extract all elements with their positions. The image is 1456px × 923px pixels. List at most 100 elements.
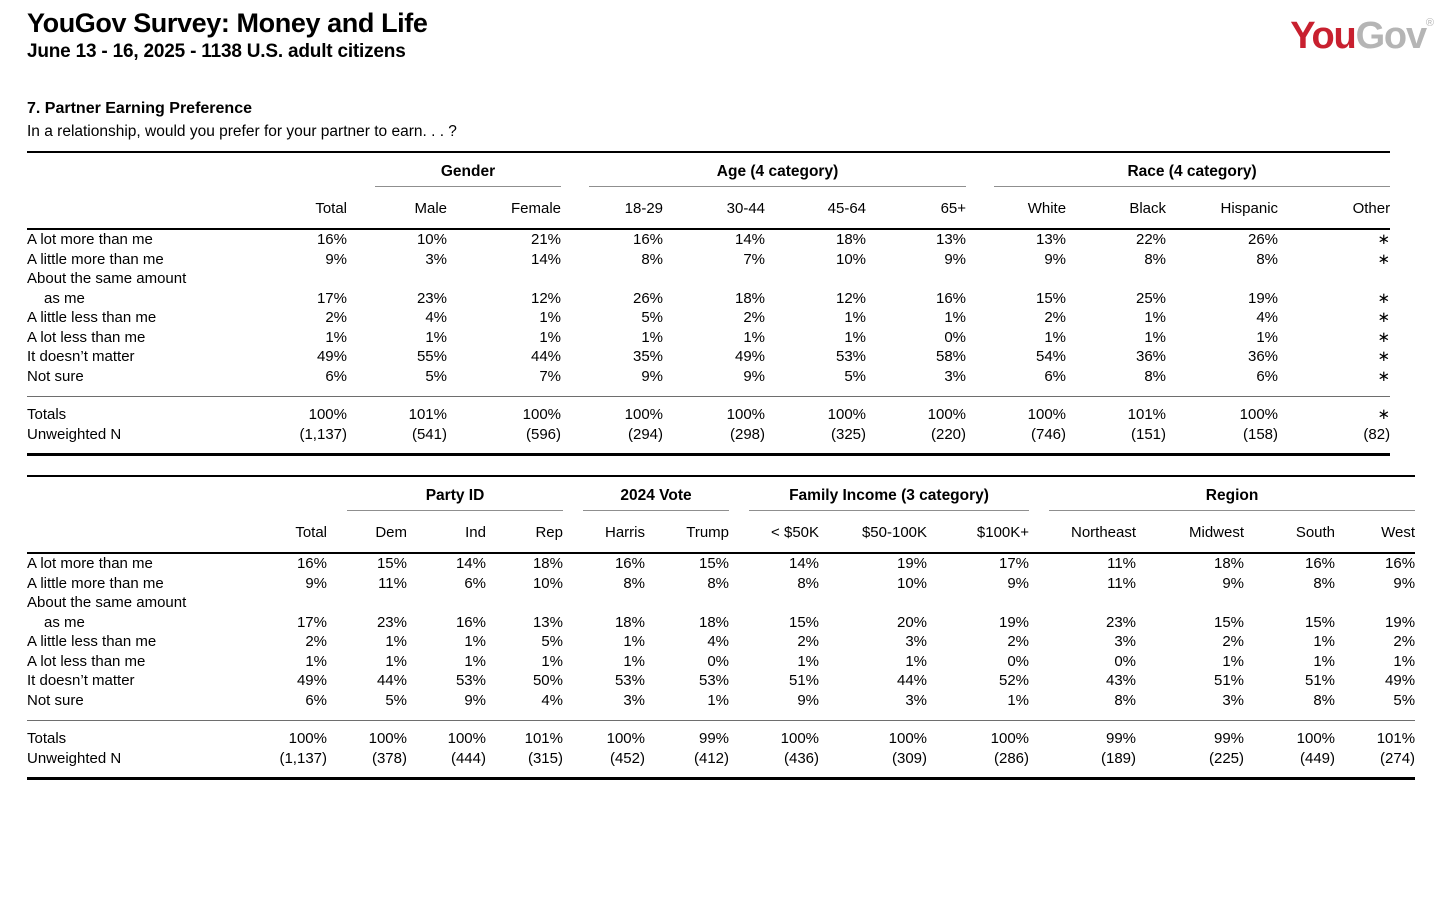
value-cell: 99% [645, 720, 730, 749]
row-label: A lot more than me [27, 231, 153, 248]
value-cell: 4% [425, 309, 447, 326]
column-gap [563, 671, 583, 691]
value-cell: 2% [743, 309, 766, 326]
value-cell: 100% [589, 396, 664, 425]
value-cell: 3% [905, 633, 928, 650]
value-cell: 9% [944, 250, 967, 268]
value-cell: 3% [905, 691, 928, 709]
value-cell: 9% [797, 691, 820, 709]
column-gap [327, 720, 347, 749]
column-header: Total [237, 186, 347, 230]
value-cell: 16% [614, 555, 645, 572]
value-cell: 21% [530, 231, 562, 248]
value-cell: 58% [936, 348, 967, 365]
column-gap [327, 749, 347, 779]
corner-cell [27, 152, 237, 187]
value-cell: 99% [1136, 720, 1245, 749]
value-cell: 16% [1385, 555, 1416, 572]
value-cell: 14% [530, 250, 562, 268]
question-block: 7. Partner Earning Preference In a relat… [27, 98, 1456, 142]
value-cell: 99% [1049, 720, 1137, 749]
value-cell: 10% [896, 574, 928, 592]
value-cell: 19% [896, 555, 928, 572]
column-gap [561, 347, 589, 367]
value-cell: 2% [797, 633, 820, 650]
column-gap [1029, 632, 1049, 652]
column-gap [1029, 671, 1049, 691]
value-cell: 49% [1385, 672, 1416, 689]
column-gap [966, 347, 994, 367]
value-cell: 100% [927, 720, 1030, 749]
column-gap [561, 186, 590, 230]
value-cell: 1% [623, 633, 645, 650]
group-header: Age (4 category) [589, 152, 967, 187]
table-row: It doesn’t matter 49% 55% 44% 35% 49% 53% 58% 54… [27, 347, 1390, 367]
column-gap [327, 632, 347, 652]
row-label: A lot less than me [27, 652, 146, 670]
column-gap [966, 152, 994, 187]
value-cell: 15% [376, 555, 407, 572]
value-cell: 1% [305, 652, 327, 670]
value-cell: 1% [1256, 328, 1279, 346]
value-cell: 2% [305, 633, 327, 650]
crosstab-demographics-container: Gender Age (4 category) Race (4 category) T… [27, 151, 1456, 456]
column-gap [327, 553, 347, 574]
column-header: Other [1278, 186, 1391, 230]
value-cell: 100% [1244, 720, 1336, 749]
document-header: YouGov Survey: Money and Life June 13 - … [27, 8, 1456, 63]
column-gap [327, 691, 347, 721]
value-cell: 53% [835, 348, 867, 365]
value-cell: 8% [1313, 691, 1336, 709]
value-cell: 5% [844, 367, 867, 385]
value-cell: 16% [296, 555, 327, 572]
corner-cell [27, 510, 237, 554]
value-cell: 1% [743, 328, 766, 346]
column-gap [966, 425, 994, 455]
column-gap [563, 553, 583, 574]
value-cell: ∗ [1377, 309, 1391, 326]
column-gap [561, 250, 589, 270]
registered-trademark-icon: ® [1425, 17, 1434, 29]
value-cell: 15% [698, 555, 730, 572]
column-gap [966, 250, 994, 270]
value-cell: 8% [623, 574, 645, 592]
column-gap [561, 425, 589, 455]
value-cell: 6% [325, 367, 347, 385]
value-cell: 1% [1044, 328, 1067, 346]
value-cell: 19% [1385, 613, 1416, 631]
value-cell: 100% [866, 396, 967, 425]
value-cell: 1% [1222, 652, 1245, 670]
crosstab-table-politics: Party ID 2024 Vote Family Income (3 catego… [27, 475, 1416, 780]
value-cell: 53% [455, 672, 486, 689]
column-gap [327, 652, 347, 672]
column-gap [347, 186, 375, 230]
value-cell: 101% [375, 396, 447, 425]
table-row: A lot more than me 16% 10% 21% 16% 14% 18% 13% 1… [27, 229, 1390, 250]
column-gap [1029, 574, 1049, 594]
value-cell: (315) [527, 749, 563, 767]
column-header: Ind [407, 510, 486, 554]
value-cell: 44% [530, 348, 562, 365]
value-cell: 2% [1222, 633, 1245, 650]
value-cell: 25% [1136, 289, 1167, 307]
column-gap [561, 367, 589, 397]
value-cell: 1% [539, 309, 562, 326]
value-cell: (436) [783, 749, 820, 767]
value-cell: (298) [729, 425, 766, 443]
value-cell: 2% [1044, 309, 1067, 326]
group-header: Region [1049, 476, 1416, 511]
table-row: A little more than me 9% 11% 6% 10% 8% 8% 8% 10%… [27, 574, 1415, 594]
table-row: A little less than me 2% 1% 1% 5% 1% 4% 2% 3% 2% 3… [27, 632, 1415, 652]
column-gap [563, 720, 583, 749]
column-gap [327, 510, 347, 554]
column-gap [1029, 720, 1050, 749]
value-cell: 8% [707, 574, 730, 592]
value-cell: 6% [1044, 367, 1067, 385]
column-gap [347, 250, 375, 270]
value-cell: 18% [734, 289, 766, 307]
row-label: Unweighted N [27, 425, 122, 443]
value-cell: 1% [844, 309, 867, 326]
group-header: Race (4 category) [994, 152, 1391, 187]
row-label: A little more than me [27, 250, 164, 268]
